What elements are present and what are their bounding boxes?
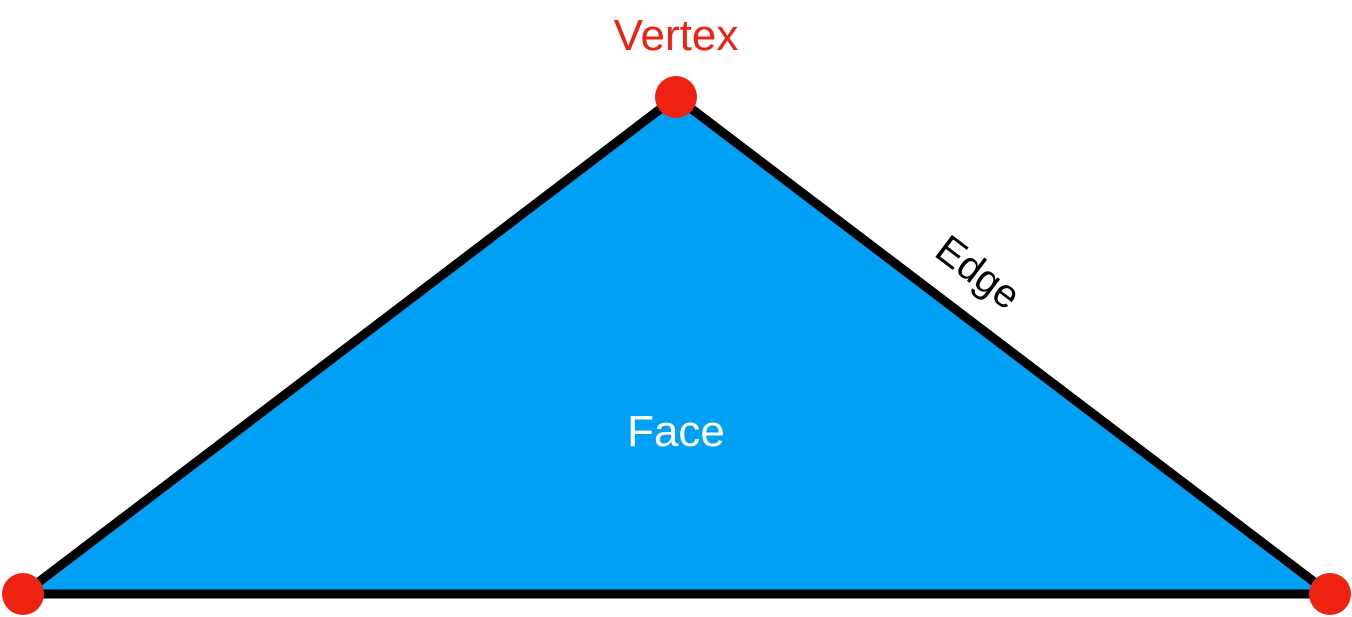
face-label: Face xyxy=(627,407,725,456)
edge-left xyxy=(18,92,681,599)
edge-right xyxy=(671,92,1335,599)
vertex-label: Vertex xyxy=(614,11,739,60)
vertex-bottom-left xyxy=(2,573,44,615)
vertex-bottom-right xyxy=(1309,573,1351,615)
vertex-top xyxy=(655,76,697,118)
